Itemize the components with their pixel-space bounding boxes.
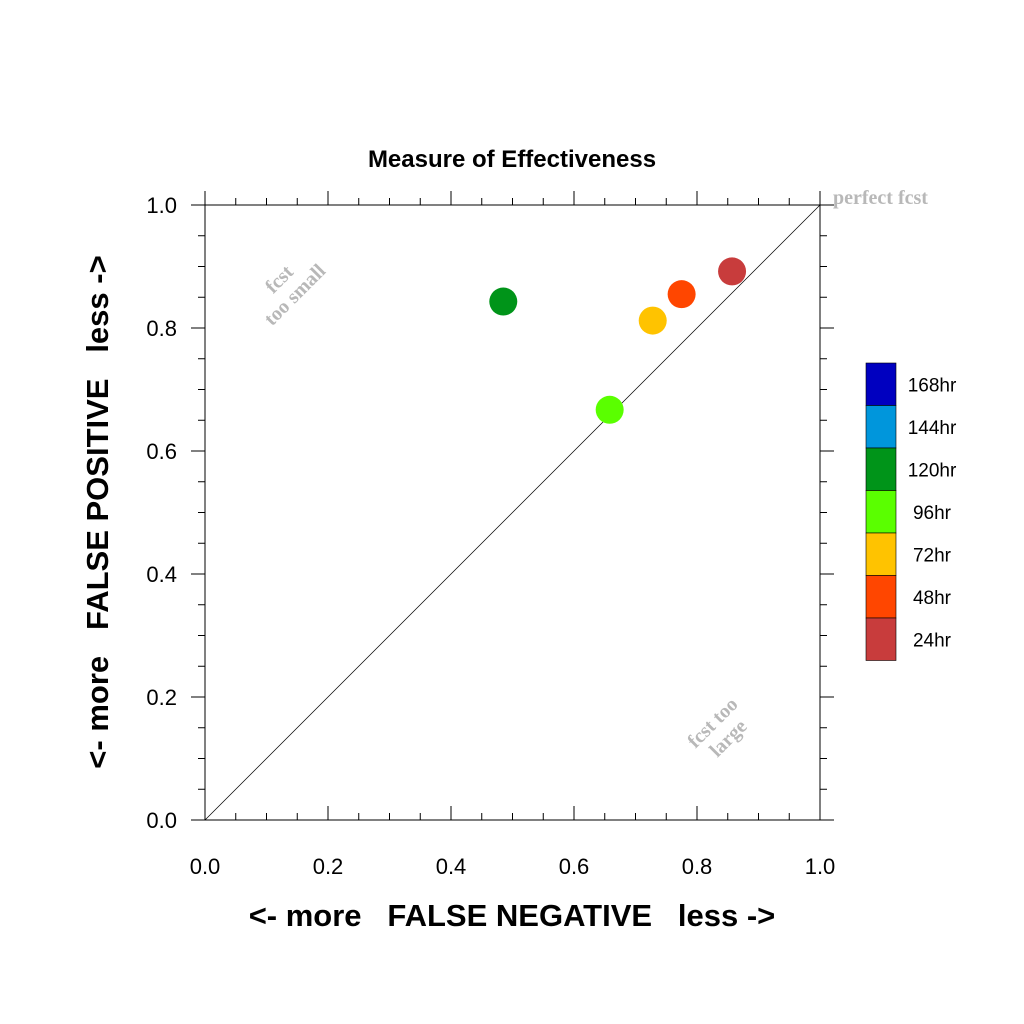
too-large-annotation: fcst too large bbox=[683, 693, 751, 761]
x-tick-label: 0.2 bbox=[313, 854, 344, 879]
perfect-forecast-label: perfect fcst bbox=[833, 187, 928, 209]
y-tick-label: 0.6 bbox=[146, 439, 177, 464]
x-axis-label: <- more FALSE NEGATIVE less -> bbox=[249, 898, 776, 933]
plot-area bbox=[191, 191, 834, 821]
y-tick-label: 1.0 bbox=[146, 193, 177, 218]
legend-swatch-120hr bbox=[865, 447, 897, 491]
legend: 168hr 144hr 120hr 96hr 72hr 48hr 24hr bbox=[865, 362, 957, 661]
y-tick-labels: 0.0 0.2 0.4 0.6 0.8 1.0 bbox=[146, 193, 177, 833]
legend-label-48hr: 48hr bbox=[913, 588, 952, 609]
point-24hr bbox=[718, 257, 747, 286]
point-96hr bbox=[595, 395, 624, 424]
legend-label-24hr: 24hr bbox=[913, 630, 952, 651]
legend-label-72hr: 72hr bbox=[913, 545, 952, 566]
legend-swatch-48hr bbox=[865, 575, 897, 619]
perfect-forecast-diagonal bbox=[204, 204, 821, 821]
point-72hr bbox=[638, 306, 667, 335]
legend-swatch-72hr bbox=[865, 532, 897, 576]
y-tick-label: 0.8 bbox=[146, 316, 177, 341]
legend-swatch-144hr bbox=[865, 405, 897, 449]
x-tick-label: 1.0 bbox=[805, 854, 836, 879]
y-tick-label: 0.2 bbox=[146, 685, 177, 710]
legend-swatch-24hr bbox=[865, 617, 897, 661]
point-48hr bbox=[667, 280, 696, 309]
x-tick-label: 0.4 bbox=[436, 854, 467, 879]
y-tick-label: 0.0 bbox=[146, 808, 177, 833]
point-120hr bbox=[489, 287, 518, 316]
legend-label-96hr: 96hr bbox=[913, 503, 952, 524]
legend-swatch-168hr bbox=[865, 362, 897, 406]
data-points bbox=[489, 257, 747, 424]
legend-label-120hr: 120hr bbox=[908, 460, 957, 481]
x-tick-label: 0.8 bbox=[682, 854, 713, 879]
legend-label-144hr: 144hr bbox=[908, 418, 957, 439]
y-tick-label: 0.4 bbox=[146, 562, 177, 587]
y-axis-label: <- more FALSE POSITIVE less -> bbox=[80, 255, 115, 768]
legend-label-168hr: 168hr bbox=[908, 375, 957, 396]
legend-swatch-96hr bbox=[865, 490, 897, 534]
too-small-line2: too small bbox=[260, 260, 330, 330]
x-tick-label: 0.6 bbox=[559, 854, 590, 879]
x-tick-label: 0.0 bbox=[190, 854, 221, 879]
chart-title: Measure of Effectiveness bbox=[368, 146, 656, 173]
x-tick-labels: 0.0 0.2 0.4 0.6 0.8 1.0 bbox=[190, 854, 836, 879]
too-small-annotation: fcst too small bbox=[260, 260, 330, 330]
